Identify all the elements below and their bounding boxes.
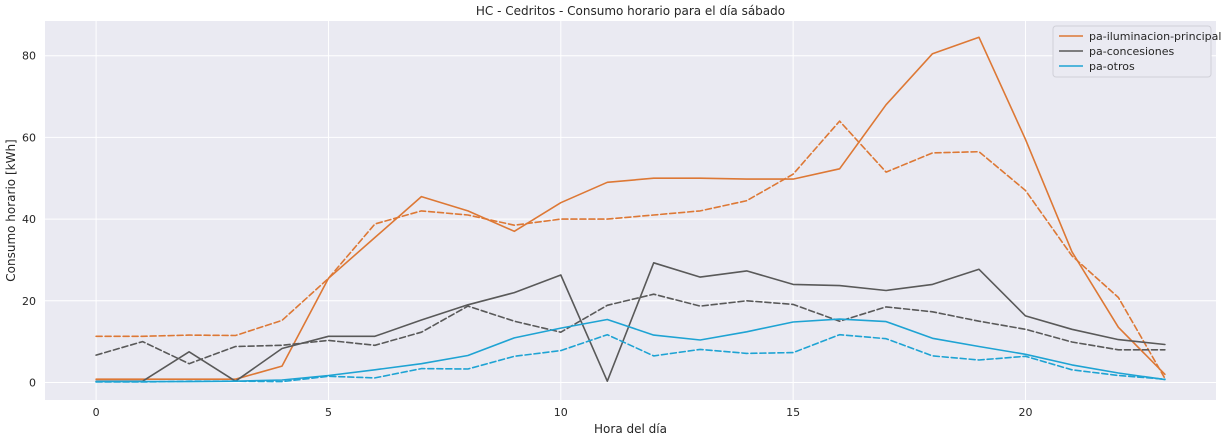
x-tick-label: 0 [93, 406, 100, 419]
x-tick-label: 20 [1018, 406, 1032, 419]
x-tick-label: 15 [786, 406, 800, 419]
y-tick-label: 20 [22, 295, 36, 308]
plot-area [45, 21, 1216, 400]
series-line-pa-otros-dashed [95, 333, 1166, 383]
y-tick-label: 80 [22, 50, 36, 63]
series-layer [95, 36, 1166, 383]
y-tick-label: 60 [22, 131, 36, 144]
x-axis-label: Hora del día [594, 422, 667, 436]
x-tick-label: 5 [325, 406, 332, 419]
series-line-pa-iluminacion-principal [95, 36, 1166, 381]
x-axis-ticks: 0 5 10 15 20 [93, 406, 1033, 419]
legend-label: pa-otros [1089, 60, 1135, 73]
series-line-pa-otros [95, 318, 1166, 383]
series-line-pa-concesiones [95, 261, 1166, 383]
legend-label: pa-concesiones [1089, 45, 1175, 58]
grid-lines [45, 21, 1216, 400]
x-tick-label: 10 [554, 406, 568, 419]
legend: pa-iluminacion-principal pa-concesiones pa… [1052, 25, 1221, 78]
y-axis-ticks: 0 20 40 60 80 [22, 50, 36, 390]
y-axis-label: Consumo horario [kWh] [4, 139, 18, 281]
chart-title: HC - Cedritos - Consumo horario para el … [476, 4, 785, 18]
series-line-pa-iluminacion-principal-dashed [95, 120, 1166, 380]
series-line-pa-concesiones-dashed [95, 293, 1166, 365]
legend-label: pa-iluminacion-principal [1089, 30, 1221, 43]
y-tick-label: 0 [29, 376, 36, 389]
legend-box [1052, 25, 1212, 78]
y-tick-label: 40 [22, 213, 36, 226]
